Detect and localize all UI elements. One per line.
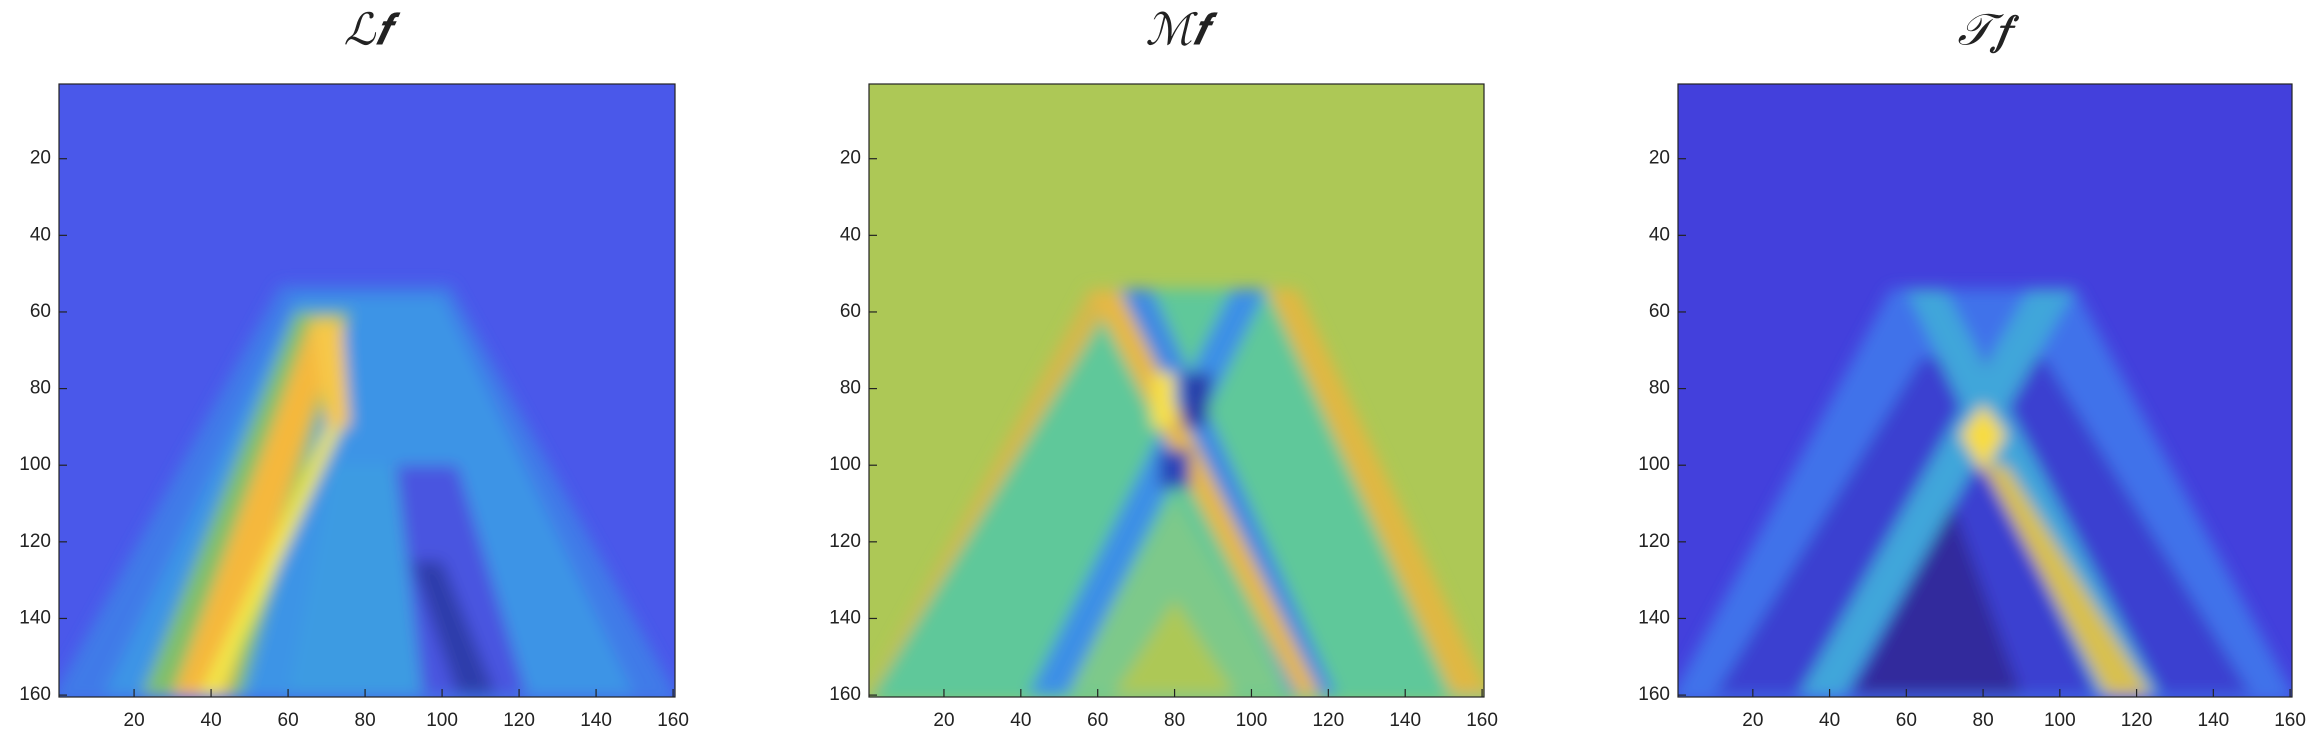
y-tick-label: 40 [30,224,51,245]
heatmap-image [59,84,675,697]
x-tick-label: 160 [1466,710,1498,731]
x-tick-label: 140 [580,710,612,731]
x-tick-label: 100 [426,710,458,731]
y-tick-label: 120 [829,531,861,552]
x-tick-label: 60 [1087,710,1108,731]
x-tick-label: 160 [2274,710,2306,731]
y-tick-label: 160 [829,684,861,705]
y-tick-label: 140 [829,607,861,628]
y-tick-label: 60 [30,301,51,322]
axes-box [1677,83,2293,698]
y-tick-label: 140 [1638,607,1670,628]
chart-title: ℒ𝒇 [344,5,402,56]
x-tick-label: 120 [1312,710,1344,731]
heatmap-image [869,84,1484,697]
y-tick-label: 40 [840,224,861,245]
x-tick-label: 100 [1236,710,1268,731]
y-tick-label: 20 [30,148,51,169]
x-tick-label: 140 [1389,710,1421,731]
x-tick-label: 100 [2044,710,2076,731]
axes-box [58,83,676,698]
y-tick-label: 80 [1649,378,1670,399]
x-tick-label: 160 [657,710,689,731]
y-tick-label: 20 [840,148,861,169]
y-tick-label: 80 [840,378,861,399]
x-tick-label: 120 [503,710,535,731]
x-tick-label: 80 [355,710,376,731]
heatmap-image [1678,84,2292,697]
y-tick-label: 80 [30,378,51,399]
x-tick-label: 40 [201,710,222,731]
axes-box [868,83,1485,698]
x-tick-label: 20 [933,710,954,731]
x-tick-label: 20 [1742,710,1763,731]
y-tick-label: 120 [1638,531,1670,552]
y-tick-label: 160 [19,684,51,705]
x-tick-label: 40 [1819,710,1840,731]
y-tick-label: 140 [19,607,51,628]
y-tick-label: 160 [1638,684,1670,705]
x-tick-label: 140 [2197,710,2229,731]
x-tick-label: 20 [124,710,145,731]
x-tick-label: 60 [278,710,299,731]
x-tick-label: 60 [1896,710,1917,731]
y-tick-label: 40 [1649,224,1670,245]
x-tick-label: 40 [1010,710,1031,731]
y-tick-label: 100 [19,454,51,475]
y-tick-label: 60 [840,301,861,322]
y-tick-label: 20 [1649,148,1670,169]
chart-title: ℳ𝒇 [1145,5,1218,56]
y-tick-label: 100 [1638,454,1670,475]
y-tick-label: 60 [1649,301,1670,322]
y-tick-label: 120 [19,531,51,552]
chart-title: 𝒯𝒇 [1958,5,2020,56]
x-tick-label: 80 [1973,710,1994,731]
x-tick-label: 120 [2121,710,2153,731]
y-tick-label: 100 [829,454,861,475]
x-tick-label: 80 [1164,710,1185,731]
